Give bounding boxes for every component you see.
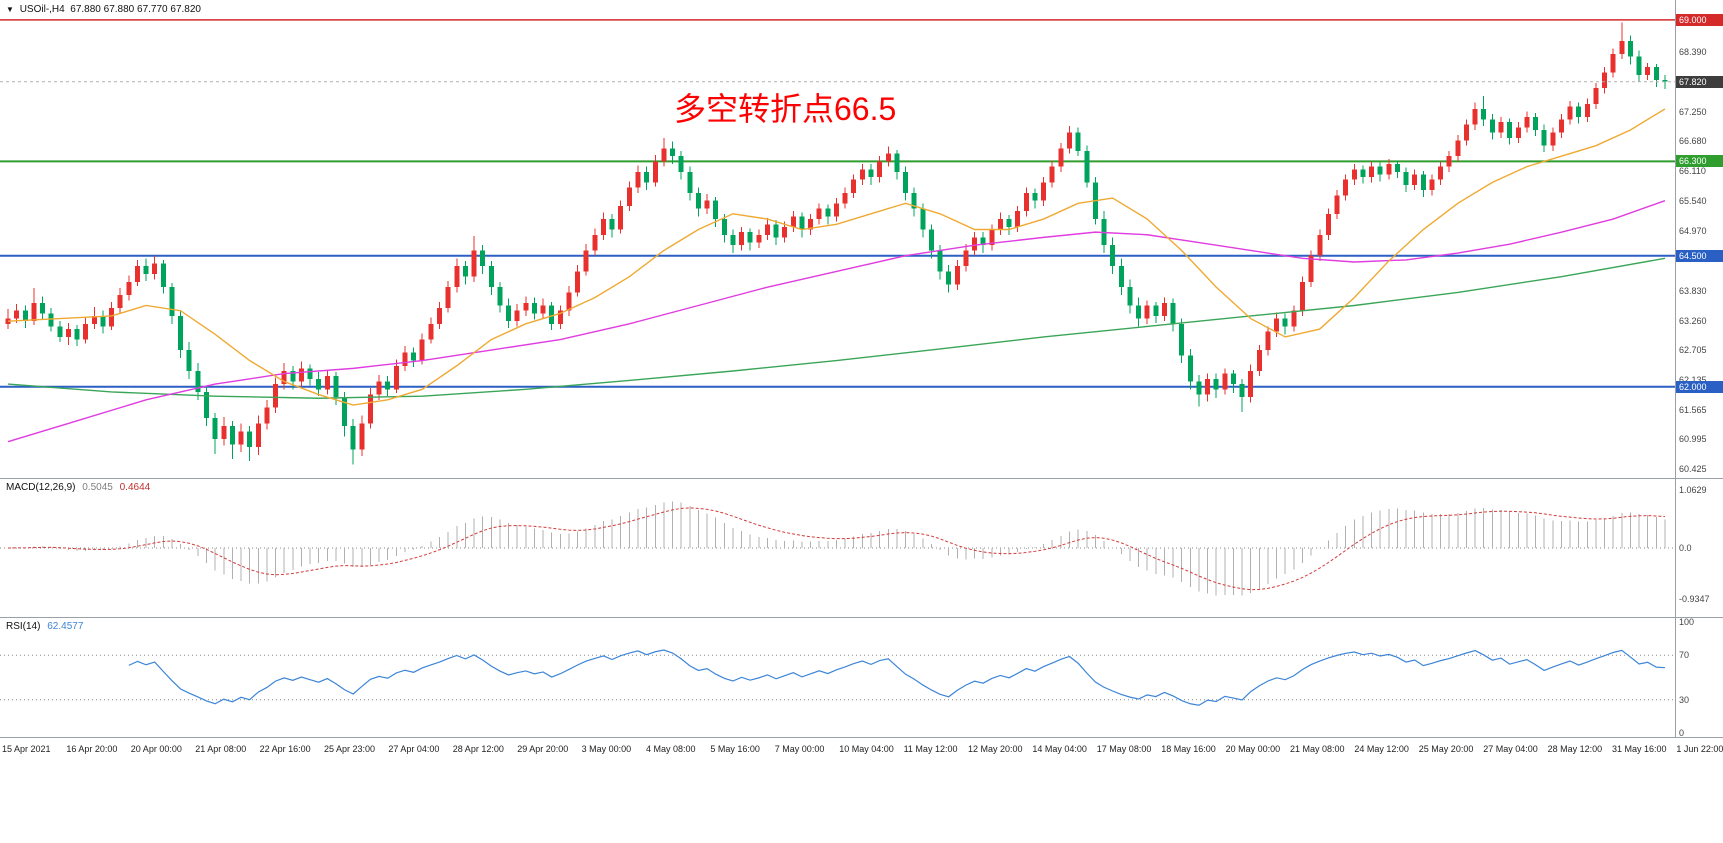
macd-main-value: 0.5045 [82,482,113,493]
macd-tick-label: -0.9347 [1679,594,1710,605]
time-label: 4 May 08:00 [646,744,696,754]
macd-panel[interactable] [0,479,1675,617]
macd-name: MACD(12,26,9) [6,482,76,493]
price-tick-label: 64.970 [1679,226,1707,237]
price-tick-label: 60.995 [1679,434,1707,445]
rsi-name: RSI(14) [6,621,41,632]
time-label: 21 Apr 08:00 [195,744,247,754]
ohlc-high: 67.880 [103,4,135,15]
price-tick-label: 63.260 [1679,315,1707,326]
candles [5,22,1668,465]
time-label: 20 May 00:00 [1225,744,1281,754]
ma_magenta-line[interactable] [7,200,1666,443]
rsi-tick-label: 70 [1679,650,1690,661]
time-label: 27 Apr 04:00 [388,744,440,754]
time-label: 21 May 08:00 [1290,744,1345,754]
rsi-tick-label: 30 [1679,694,1690,705]
current-price-tag: 67.820 [1676,75,1723,88]
price-chart-panel[interactable] [0,0,1675,478]
hline-price-tag: 66.300 [1676,155,1723,168]
time-label: 10 May 04:00 [839,744,894,754]
rsi-label: RSI(14) 62.4577 [6,621,87,632]
time-label: 5 May 16:00 [710,744,760,754]
macd-tick-label: 0.0 [1679,543,1692,553]
axis-separator [1675,0,1676,737]
symbol-label: USOil-,H4 [19,4,65,15]
time-label: 7 May 00:00 [774,744,825,754]
panel-separator [0,478,1723,479]
time-label: 15 Apr 2021 [2,744,51,754]
macd-label: MACD(12,26,9) 0.5045 0.4644 [6,482,154,493]
time-label: 22 Apr 16:00 [259,744,311,754]
rsi-line [128,649,1665,706]
time-label: 25 Apr 23:00 [324,744,376,754]
rsi-axis[interactable]: 100 70 30 0 [1676,617,1723,738]
rsi-value: 62.4577 [47,621,84,632]
price-tick-label: 62.705 [1679,344,1707,355]
time-axis[interactable]: 15 Apr 2021 16 Apr 20:00 20 Apr 00:00 21 Ap… [0,738,1723,843]
ma_green-line[interactable] [7,257,1666,399]
ma_orange-line[interactable] [7,108,1666,406]
time-label: 1 Jun 22:00 [1676,744,1723,754]
macd-signal-line [7,507,1666,591]
rsi-tick-label: 0 [1679,728,1685,738]
chart-header: ▼ USOil-,H4 67.880 67.880 67.770 67.820 [6,4,201,15]
horizontal-lines[interactable] [0,19,1675,388]
time-label: 28 May 12:00 [1547,744,1603,754]
time-label: 27 May 04:00 [1483,744,1538,754]
macd-histogram [16,501,1666,596]
ohlc-low: 67.770 [137,4,168,15]
time-label: 28 Apr 12:00 [452,744,504,754]
macd-axis[interactable]: 1.0629 0.0 -0.9347 [1676,479,1723,617]
ohlc-close: 67.820 [170,4,201,15]
panel-separator [0,737,1723,738]
rsi-panel[interactable] [0,618,1675,737]
time-label: 11 May 12:00 [903,744,958,754]
panel-separator [0,617,1723,618]
price-tick-label: 66.110 [1679,166,1706,177]
time-label: 24 May 12:00 [1354,744,1409,754]
price-tick-label: 67.250 [1679,106,1707,117]
time-label: 29 Apr 20:00 [517,744,569,754]
time-label: 20 Apr 00:00 [130,744,182,754]
hline-price-tag: 69.000 [1676,13,1723,26]
time-label: 18 May 16:00 [1161,744,1216,754]
hline-price-tag: 62.000 [1676,380,1723,393]
price-tick-label: 62.135 [1679,374,1707,385]
price-tick-label: 63.830 [1679,285,1707,296]
price-tick-label: 68.390 [1679,46,1707,57]
symbol-dropdown-icon[interactable]: ▼ [6,5,14,14]
price-tick-label: 60.425 [1679,464,1707,475]
chart-annotation-text[interactable]: 多空转折点66.5 [674,91,897,127]
price-axis[interactable]: 68.390 67.250 66.680 66.110 65.540 64.970 63.8… [1676,0,1723,478]
hline-price-tag: 64.500 [1676,249,1723,262]
rsi-tick-label: 100 [1679,617,1695,627]
time-label: 31 May 16:00 [1612,744,1667,754]
macd-tick-label: 1.0629 [1679,484,1707,495]
time-label: 12 May 20:00 [968,744,1023,754]
time-label: 17 May 08:00 [1096,744,1152,754]
time-label: 14 May 04:00 [1032,744,1087,754]
ohlc-open: 67.880 [70,4,101,15]
price-tick-label: 61.565 [1679,404,1707,415]
time-label: 16 Apr 20:00 [66,744,118,754]
price-tick-label: 65.540 [1679,196,1707,207]
macd-signal-value: 0.4644 [119,482,151,493]
price-tick-label: 66.680 [1679,136,1707,147]
time-label: 25 May 20:00 [1418,744,1474,754]
time-label: 3 May 00:00 [581,744,632,754]
